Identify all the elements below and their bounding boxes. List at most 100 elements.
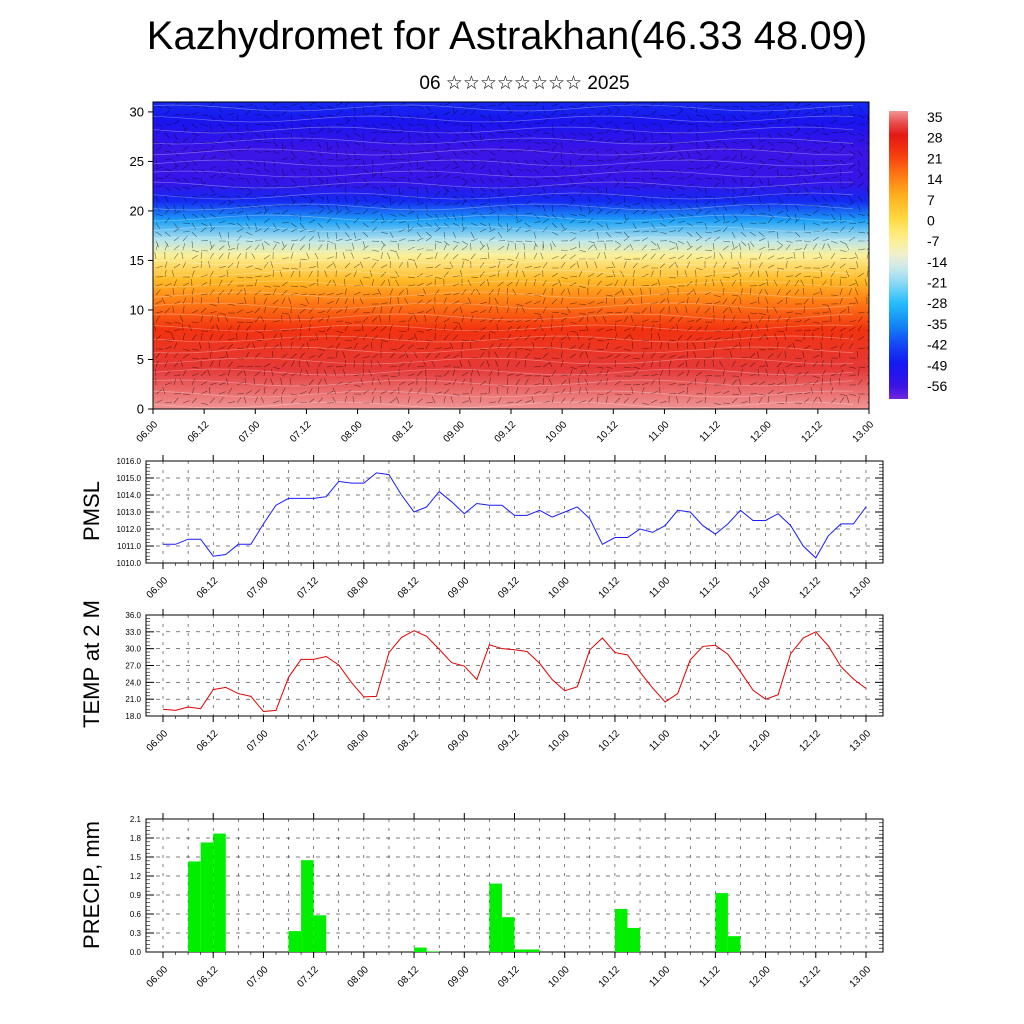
y-tick-label: 0.9: [130, 891, 142, 900]
x-tick-label: 12.00: [747, 728, 773, 754]
precip-bar: [715, 893, 728, 952]
precip-bar: [313, 915, 327, 952]
x-tick-label: 06.12: [195, 964, 221, 990]
y-tick-label: 15: [130, 253, 144, 268]
x-tick-label: 09.00: [446, 575, 472, 601]
precip-bar: [200, 842, 214, 952]
x-tick-label: 06.12: [195, 575, 221, 601]
x-tick-label: 07.12: [295, 575, 321, 601]
y-tick-label: 30.0: [125, 645, 141, 654]
x-tick-label: 10.12: [597, 575, 623, 601]
precip-panel: 0.0 0.3 0.6 0.9 1.2 1.5 1.8 2.1 06.00 06.12 07.00 0…: [79, 813, 884, 990]
y-tick-label: 10: [130, 302, 144, 317]
y-tick-label: 1015.0: [117, 474, 142, 483]
x-tick-label: 12.12: [797, 964, 823, 990]
y-tick-label: 0.3: [130, 929, 142, 938]
y-tick-label: 21.0: [125, 695, 141, 704]
colorbar-label: -49: [927, 357, 947, 373]
x-tick-label: 09.00: [446, 964, 472, 990]
x-tick-label: 09.00: [446, 728, 472, 754]
precip-bar: [288, 931, 302, 952]
precip-bar: [501, 917, 515, 952]
x-tick-label: 06.00: [145, 575, 171, 601]
x-tick-label: 07.12: [295, 728, 321, 754]
precip-bar: [489, 883, 502, 952]
colorbar-label: -14: [927, 254, 947, 270]
precip-bar: [301, 860, 314, 952]
x-tick-label: 11.12: [698, 419, 723, 444]
x-tick-label: 06.12: [186, 419, 212, 445]
x-tick-label: 08.00: [346, 728, 372, 754]
x-tick-label: 07.12: [295, 964, 321, 990]
y-tick-label: 1.2: [130, 872, 142, 881]
x-tick-label: 10.12: [597, 728, 623, 754]
x-tick-label: 09.12: [496, 964, 522, 990]
x-tick-label: 12.00: [747, 964, 773, 990]
precip-ylabel: PRECIP, mm: [79, 821, 104, 949]
x-tick-label: 10.00: [546, 575, 572, 601]
pmsl-ylabel: PMSL: [79, 481, 104, 541]
y-tick-label: 24.0: [125, 678, 141, 687]
colorbar-label: 14: [927, 171, 943, 187]
x-tick-label: 06.00: [145, 728, 171, 754]
x-tick-label: 11.00: [647, 575, 672, 600]
x-tick-label: 11.00: [647, 419, 672, 444]
colorbar-label: -28: [927, 295, 947, 311]
precip-bar: [527, 949, 540, 952]
x-tick-label: 07.00: [245, 964, 271, 990]
colorbar: [889, 111, 908, 399]
x-tick-label: 07.12: [288, 419, 314, 445]
x-tick-label: 07.00: [245, 728, 271, 754]
x-tick-label: 08.00: [339, 419, 365, 445]
y-tick-label: 0.6: [130, 910, 142, 919]
y-tick-label: 1011.0: [117, 542, 141, 551]
y-tick-label: 1012.0: [117, 525, 142, 534]
pmsl-panel: 1010.0 1011.0 1012.0 1013.0 1014.0 1015.0 1016…: [79, 455, 884, 601]
cross-section-field: [153, 102, 869, 409]
colorbar-label: -7: [927, 233, 940, 249]
x-tick-label: 13.00: [848, 728, 874, 754]
y-tick-label: 30: [130, 104, 144, 119]
precip-bar: [414, 947, 427, 952]
x-tick-label: 07.00: [237, 419, 263, 445]
temp-ylabel: TEMP at 2 M: [79, 600, 104, 728]
precip-bar: [213, 833, 226, 952]
x-tick-label: 12.00: [748, 419, 774, 445]
x-tick-label: 10.00: [546, 964, 572, 990]
x-tick-label: 12.12: [797, 575, 823, 601]
x-tick-label: 13.00: [848, 964, 874, 990]
colorbar-label: 7: [927, 192, 935, 208]
temp-line: [162, 630, 867, 713]
temp-panel: 18.0 21.0 24.0 27.0 30.0 33.0 36.0 06.00 06.12 07…: [79, 600, 884, 754]
pmsl-line: [163, 472, 867, 559]
x-tick-label: 09.12: [496, 728, 522, 754]
x-tick-label: 08.12: [396, 964, 422, 990]
y-tick-label: 36.0: [125, 611, 141, 620]
x-tick-label: 06.00: [135, 419, 161, 445]
x-tick-label: 11.12: [698, 575, 723, 600]
colorbar-label: -21: [927, 275, 947, 291]
precip-bar: [514, 949, 528, 952]
x-tick-label: 08.00: [346, 575, 372, 601]
x-tick-label: 09.12: [493, 419, 519, 445]
colorbar-label: -35: [927, 316, 947, 332]
precip-bar: [426, 951, 440, 952]
x-tick-label: 09.00: [442, 419, 468, 445]
x-tick-label: 10.00: [544, 419, 570, 445]
y-tick-label: 18.0: [125, 712, 141, 721]
x-tick-label: 13.00: [851, 419, 877, 445]
colorbar-label: 35: [927, 109, 943, 125]
precip-bar: [188, 861, 201, 952]
x-tick-label: 06.12: [195, 728, 221, 754]
page-title: Kazhydromet for Astrakhan(46.33 48.09): [146, 14, 868, 58]
colorbar-label: -42: [927, 337, 947, 353]
x-tick-label: 06.00: [145, 964, 171, 990]
y-tick-label: 1013.0: [117, 508, 142, 517]
page-subtitle: 06 ☆☆☆☆☆☆☆☆ 2025: [419, 73, 630, 94]
x-tick-label: 11.00: [647, 728, 672, 753]
x-tick-label: 13.00: [848, 575, 874, 601]
colorbar-label: -56: [927, 378, 947, 394]
x-tick-label: 12.12: [800, 419, 826, 445]
y-tick-label: 25: [130, 154, 144, 169]
